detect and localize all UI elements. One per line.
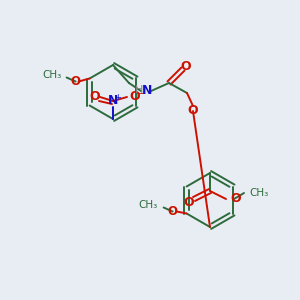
Text: N: N [108,94,118,107]
Text: N: N [142,85,152,98]
Text: CH₃: CH₃ [138,200,158,211]
Text: H: H [135,85,143,95]
Text: O: O [230,193,241,206]
Text: O: O [181,61,191,74]
Text: +: + [115,94,122,103]
Text: −: − [138,89,146,99]
Text: CH₃: CH₃ [42,70,62,80]
Text: O: O [168,205,178,218]
Text: O: O [188,104,198,118]
Text: O: O [184,196,194,208]
Text: O: O [70,75,81,88]
Text: O: O [130,91,140,103]
Text: O: O [90,91,100,103]
Text: CH₃: CH₃ [249,188,268,198]
